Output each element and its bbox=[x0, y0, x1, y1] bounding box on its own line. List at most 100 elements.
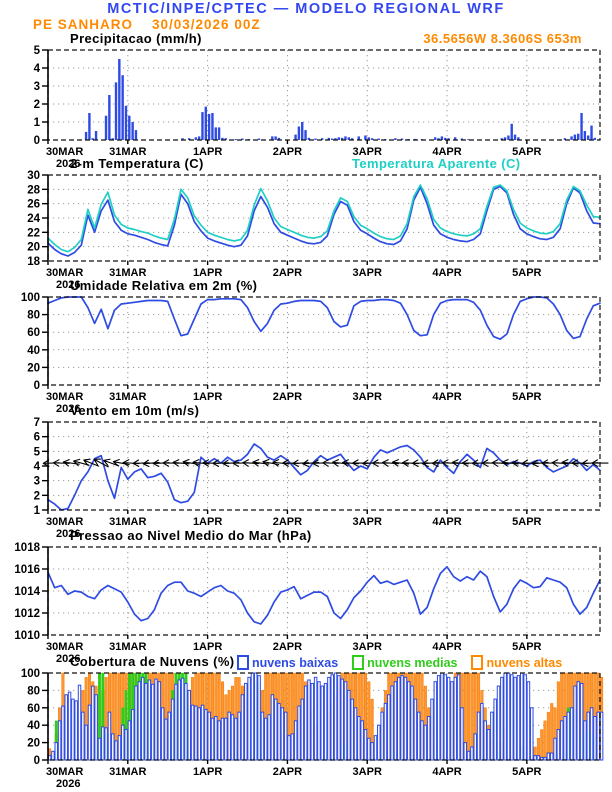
svg-text:1APR: 1APR bbox=[193, 641, 222, 653]
svg-text:20: 20 bbox=[27, 362, 40, 374]
page-title: MCTIC/INPE/CPTEC — MODELO REGIONAL WRF bbox=[107, 1, 505, 17]
svg-text:5APR: 5APR bbox=[512, 146, 541, 158]
panel-title-clouds: Cobertura de Nuvens (%) bbox=[70, 654, 235, 669]
svg-text:1APR: 1APR bbox=[193, 391, 222, 403]
svg-text:40: 40 bbox=[27, 345, 40, 357]
svg-text:4APR: 4APR bbox=[432, 641, 461, 653]
svg-text:2026: 2026 bbox=[56, 653, 80, 665]
svg-text:2026: 2026 bbox=[56, 158, 80, 170]
legend-item-mid-clouds: nuvens medias bbox=[352, 655, 457, 670]
svg-text:31MAR: 31MAR bbox=[109, 516, 146, 528]
svg-text:2APR: 2APR bbox=[273, 641, 302, 653]
svg-text:3APR: 3APR bbox=[353, 516, 382, 528]
svg-text:4APR: 4APR bbox=[432, 391, 461, 403]
svg-text:1APR: 1APR bbox=[193, 146, 222, 158]
panel-title-precipitation: Precipitacao (mm/h) bbox=[70, 31, 202, 46]
svg-text:1: 1 bbox=[34, 117, 41, 129]
svg-text:3: 3 bbox=[34, 476, 40, 488]
svg-text:5APR: 5APR bbox=[512, 766, 541, 778]
svg-text:5APR: 5APR bbox=[512, 516, 541, 528]
svg-text:60: 60 bbox=[27, 327, 40, 339]
legend-item-high-clouds: nuvens altas bbox=[471, 655, 562, 670]
legend-label-mid-clouds: nuvens medias bbox=[367, 655, 458, 670]
svg-text:5APR: 5APR bbox=[512, 641, 541, 653]
svg-text:5APR: 5APR bbox=[512, 391, 541, 403]
station-coords: 36.5656W 8.3606S 653m bbox=[423, 31, 582, 46]
svg-text:30MAR: 30MAR bbox=[46, 391, 83, 403]
svg-text:31MAR: 31MAR bbox=[109, 146, 146, 158]
svg-text:5: 5 bbox=[34, 45, 41, 57]
svg-text:6: 6 bbox=[34, 432, 40, 444]
svg-text:3APR: 3APR bbox=[353, 766, 382, 778]
svg-text:2APR: 2APR bbox=[273, 267, 302, 279]
svg-text:2026: 2026 bbox=[56, 279, 80, 291]
svg-text:100: 100 bbox=[21, 668, 40, 680]
svg-text:2APR: 2APR bbox=[273, 146, 302, 158]
svg-text:1018: 1018 bbox=[14, 542, 40, 554]
svg-text:28: 28 bbox=[27, 184, 40, 196]
svg-text:4APR: 4APR bbox=[432, 516, 461, 528]
svg-text:40: 40 bbox=[27, 720, 40, 732]
cloud-legend: nuvens baixas nuvens medias nuvens altas bbox=[237, 655, 562, 670]
svg-text:2APR: 2APR bbox=[273, 391, 302, 403]
svg-text:3APR: 3APR bbox=[353, 641, 382, 653]
svg-text:0: 0 bbox=[34, 135, 40, 147]
svg-text:4: 4 bbox=[34, 63, 41, 75]
station-name: PE SANHARO bbox=[33, 17, 134, 32]
mid-clouds-swatch-icon bbox=[352, 655, 365, 670]
svg-text:30MAR: 30MAR bbox=[46, 641, 83, 653]
svg-text:1012: 1012 bbox=[14, 608, 40, 620]
svg-text:1010: 1010 bbox=[14, 630, 40, 642]
svg-text:5: 5 bbox=[34, 446, 41, 458]
svg-text:3APR: 3APR bbox=[353, 391, 382, 403]
svg-text:3: 3 bbox=[34, 81, 40, 93]
svg-text:30MAR: 30MAR bbox=[46, 766, 83, 778]
panel-title-temperature: 2-m Temperatura (C) bbox=[70, 156, 204, 171]
svg-text:30MAR: 30MAR bbox=[46, 146, 83, 158]
svg-text:100: 100 bbox=[21, 292, 40, 304]
svg-text:0: 0 bbox=[34, 380, 40, 392]
svg-text:4APR: 4APR bbox=[432, 267, 461, 279]
svg-text:2: 2 bbox=[34, 99, 40, 111]
svg-text:5APR: 5APR bbox=[512, 267, 541, 279]
run-datetime: 30/03/2026 00Z bbox=[152, 17, 261, 32]
svg-text:80: 80 bbox=[27, 310, 40, 322]
svg-text:30MAR: 30MAR bbox=[46, 267, 83, 279]
svg-text:4APR: 4APR bbox=[432, 766, 461, 778]
svg-text:31MAR: 31MAR bbox=[109, 391, 146, 403]
svg-text:1APR: 1APR bbox=[193, 516, 222, 528]
svg-text:60: 60 bbox=[27, 703, 40, 715]
svg-text:22: 22 bbox=[27, 227, 40, 239]
svg-text:2026: 2026 bbox=[56, 403, 80, 415]
svg-text:1016: 1016 bbox=[14, 564, 40, 576]
svg-text:20: 20 bbox=[27, 738, 40, 750]
panel-title-pressure: Pressao ao Nivel Medio do Mar (hPa) bbox=[70, 528, 312, 543]
svg-text:1014: 1014 bbox=[14, 586, 40, 598]
svg-text:20: 20 bbox=[27, 242, 40, 254]
low-clouds-swatch-icon bbox=[237, 655, 249, 670]
svg-text:1APR: 1APR bbox=[193, 766, 222, 778]
svg-text:1APR: 1APR bbox=[193, 267, 222, 279]
svg-text:7: 7 bbox=[34, 417, 40, 429]
svg-text:31MAR: 31MAR bbox=[109, 267, 146, 279]
svg-text:2026: 2026 bbox=[56, 528, 80, 540]
svg-text:24: 24 bbox=[27, 213, 40, 225]
svg-text:4: 4 bbox=[34, 461, 41, 473]
svg-text:30: 30 bbox=[27, 170, 40, 182]
svg-text:2026: 2026 bbox=[56, 778, 80, 790]
panel-title-apparent-temperature: Temperatura Aparente (C) bbox=[352, 156, 521, 171]
svg-text:30MAR: 30MAR bbox=[46, 516, 83, 528]
svg-text:1: 1 bbox=[34, 505, 41, 517]
svg-text:2APR: 2APR bbox=[273, 766, 302, 778]
legend-label-high-clouds: nuvens altas bbox=[486, 655, 563, 670]
svg-text:2APR: 2APR bbox=[273, 516, 302, 528]
svg-text:31MAR: 31MAR bbox=[109, 641, 146, 653]
svg-text:3APR: 3APR bbox=[353, 267, 382, 279]
svg-text:2: 2 bbox=[34, 490, 40, 502]
svg-text:3APR: 3APR bbox=[353, 146, 382, 158]
panel-title-humidity: Umidade Relativa em 2m (%) bbox=[70, 278, 258, 293]
legend-item-low-clouds: nuvens baixas bbox=[237, 655, 338, 670]
high-clouds-swatch-icon bbox=[471, 655, 484, 670]
